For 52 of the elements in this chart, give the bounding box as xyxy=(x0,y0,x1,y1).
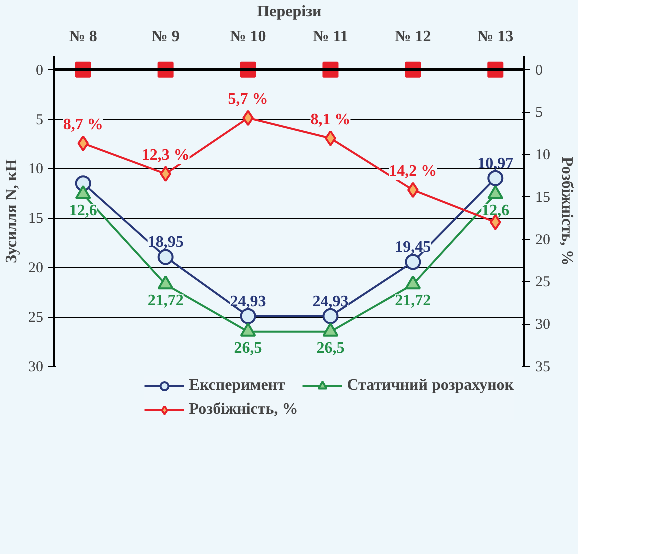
data-label: 12,3 % xyxy=(142,147,190,164)
y-tick-label: 20 xyxy=(28,260,44,277)
data-label: 26,5 xyxy=(234,340,262,357)
legend-label: Експеримент xyxy=(189,377,286,395)
point xyxy=(78,136,90,152)
legend-label: Статичний розрахунок xyxy=(347,377,514,395)
point xyxy=(405,276,422,290)
data-label: 24,93 xyxy=(230,293,266,310)
y-axis-title: Зусилля N, кН xyxy=(4,158,20,264)
data-label: 12,6 xyxy=(482,202,510,220)
point xyxy=(488,170,504,186)
y-tick-label: 0 xyxy=(36,62,44,79)
y2-tick-label: 35 xyxy=(536,360,550,376)
y-tick-label: 5 xyxy=(36,112,44,128)
x-axis-title: Перерізи xyxy=(257,4,322,20)
point xyxy=(75,185,92,200)
data-label: 19,45 xyxy=(395,239,432,256)
data-label: 21,72 xyxy=(395,292,432,310)
y2-tick-label: 5 xyxy=(536,105,543,122)
data-label: 5,7 % xyxy=(228,91,268,108)
y2-tick-label: 0 xyxy=(536,62,543,79)
data-label: 8,7 % xyxy=(63,116,104,134)
x-tick-label: № 13 xyxy=(478,28,514,46)
point xyxy=(158,249,174,266)
point xyxy=(322,322,339,337)
data-label: 21,72 xyxy=(148,292,184,310)
legend-label: Розбіжність, % xyxy=(189,401,298,419)
y-tick-label: 30 xyxy=(28,360,44,376)
data-label: 12,6 xyxy=(69,202,98,220)
y2-tick-label: 25 xyxy=(536,274,550,291)
y-tick-label: 15 xyxy=(28,211,44,228)
data-label: 18,95 xyxy=(148,234,184,252)
y2-tick-label: 10 xyxy=(536,148,550,164)
x-tick-label: № 12 xyxy=(395,28,432,46)
x-tick-label: № 9 xyxy=(152,28,180,46)
x-tick-label: № 11 xyxy=(313,28,348,46)
data-label: 24,93 xyxy=(312,293,349,310)
data-label: 8,1 % xyxy=(310,112,351,129)
y2-tick-label: 15 xyxy=(536,190,550,206)
y2-tick-label: 30 xyxy=(536,317,550,334)
y-tick-label: 25 xyxy=(28,310,44,326)
data-label: 26,5 xyxy=(316,340,345,357)
y2-tick-label: 20 xyxy=(536,232,550,248)
y2-axis-title: Розбіжність, % xyxy=(558,157,576,266)
point xyxy=(488,185,504,200)
x-tick-label: № 8 xyxy=(69,28,98,46)
point xyxy=(158,276,174,290)
y-tick-label: 10 xyxy=(28,162,44,178)
point xyxy=(240,322,256,337)
x-tick-label: № 10 xyxy=(230,28,266,46)
data-label: 10,97 xyxy=(478,155,514,172)
data-label: 14,2 % xyxy=(389,163,438,180)
